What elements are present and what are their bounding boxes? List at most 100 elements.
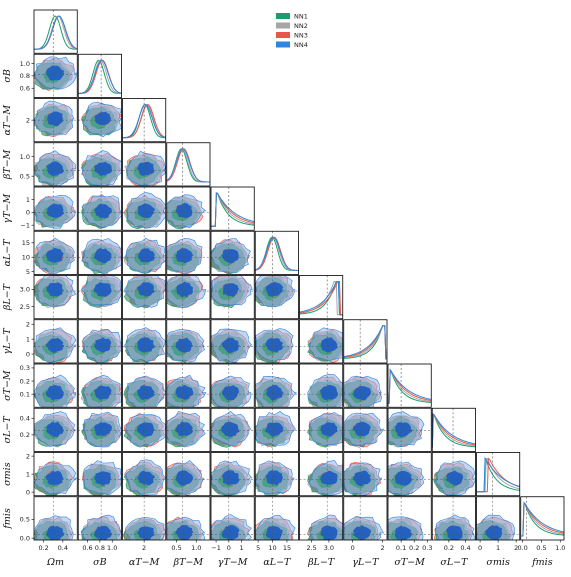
- marginal-curve-NN4: [476, 457, 520, 493]
- panel-frame: [210, 452, 255, 497]
- marginal-panel-8-8: [387, 363, 432, 408]
- marginal-curve-NN1: [34, 15, 78, 50]
- marginal-panel-11-11: [520, 496, 565, 541]
- marginal-curve-NN4: [432, 413, 476, 448]
- panel-frame: [299, 275, 344, 320]
- x-axis-label: σT−M: [394, 557, 425, 568]
- contour-panel-3-0: [33, 142, 78, 187]
- panel-frame: [33, 186, 78, 231]
- x-tick-label: 3.0: [324, 544, 334, 552]
- x-tick-label: 0.8: [95, 544, 105, 552]
- contour-panel-11-5: [254, 496, 299, 541]
- x-axis-label: γL−T: [352, 557, 379, 568]
- y-tick-label: 10: [22, 254, 30, 262]
- contour-panel-5-4: [210, 230, 255, 275]
- contour-panel-9-6: [299, 407, 344, 452]
- x-axis-label: Ωm: [46, 557, 64, 568]
- contour-panel-6-5: [254, 275, 299, 320]
- y-tick-label: −1: [20, 221, 30, 229]
- contour-panel-7-5: [254, 319, 299, 364]
- x-tick-label: 1.0: [555, 544, 565, 552]
- y-tick-label: 1.0: [20, 153, 30, 161]
- contour-inner-NN4: [353, 386, 371, 401]
- panel-frame: [431, 407, 476, 452]
- y-tick-label: 0.8: [20, 72, 30, 80]
- contour-inner-NN4: [138, 248, 155, 263]
- marginal-panel-4-4: [210, 186, 255, 231]
- panel-frame: [33, 275, 78, 320]
- contour-panel-10-9: [431, 452, 476, 497]
- panel-frame: [431, 496, 476, 541]
- x-tick-label: 0.4: [58, 544, 68, 552]
- y-tick-label: 0.1: [20, 390, 30, 398]
- panel-frame: [387, 496, 432, 541]
- marginal-panel-1-1: [77, 53, 122, 98]
- contour-panel-11-10: [476, 496, 521, 541]
- contour-inner-NN4: [394, 526, 412, 540]
- contour-inner-NN4: [46, 203, 64, 218]
- contour-inner-NN4: [320, 470, 338, 485]
- contour-panel-7-6: [299, 319, 344, 364]
- contour-inner-NN4: [221, 249, 239, 264]
- contour-inner-NN4: [94, 111, 112, 126]
- contour-panel-8-2: [122, 363, 167, 408]
- panel-frame: [77, 186, 122, 231]
- y-tick-label: 1: [26, 470, 30, 478]
- panel-frame: [122, 319, 167, 364]
- contour-inner-NN4: [266, 526, 283, 540]
- panel-frame: [254, 407, 299, 452]
- marginal-curve-NN4: [211, 192, 255, 227]
- panel-frame: [476, 452, 521, 497]
- contour-inner-NN4: [94, 471, 112, 486]
- x-axis-label: βL−T: [307, 557, 335, 568]
- contour-panel-1-0: [33, 53, 78, 98]
- y-axis-label: σL−T: [2, 416, 13, 444]
- panel-frame: [33, 363, 78, 408]
- contour-panel-8-3: [166, 363, 211, 408]
- x-tick-label: 0.3: [422, 544, 432, 552]
- contour-panel-2-1: [77, 98, 122, 143]
- contour-panel-11-4: [210, 496, 255, 541]
- marginal-panel-3-3: [166, 142, 211, 187]
- marginal-panel-7-7: [343, 319, 388, 364]
- contour-panel-6-2: [122, 275, 167, 320]
- contour-panel-11-7: [343, 496, 388, 541]
- y-tick-label: 0.2: [20, 377, 30, 385]
- marginal-curve-NN1: [388, 368, 432, 404]
- marginal-panel-2-2: [122, 98, 167, 143]
- contour-panel-9-0: [33, 407, 78, 452]
- contour-inner-NN4: [395, 422, 413, 437]
- contour-inner-NN4: [94, 203, 113, 219]
- contour-inner-NN4: [136, 161, 155, 176]
- contour-panel-9-2: [122, 407, 167, 452]
- contour-inner-NN4: [46, 161, 64, 176]
- contour-panel-6-4: [210, 275, 255, 320]
- contour-inner-NN4: [136, 526, 155, 540]
- panel-frame: [122, 363, 167, 408]
- panel-frame: [299, 496, 344, 541]
- contour-panel-6-0: [33, 275, 78, 320]
- contour-inner-NN4: [221, 385, 240, 401]
- contour-panel-8-4: [210, 363, 255, 408]
- x-axis-label: σB: [93, 557, 106, 568]
- contour-inner-NN4: [46, 282, 64, 297]
- contour-inner-NN4: [353, 525, 372, 540]
- y-tick-label: 0: [26, 350, 30, 358]
- contour-panel-6-3: [166, 275, 211, 320]
- marginal-curve-NN4: [166, 148, 210, 183]
- panel-frame: [254, 230, 299, 275]
- contour-inner-NN4: [46, 65, 65, 81]
- panel-frame: [210, 363, 255, 408]
- y-tick-label: 15: [22, 239, 30, 247]
- contour-panel-10-4: [210, 452, 255, 497]
- contour-inner-NN4: [175, 248, 194, 264]
- y-axis-label: βL−T: [2, 283, 13, 311]
- panel-frame: [210, 319, 255, 364]
- x-tick-label: 0: [227, 544, 231, 552]
- y-axis-label: σB: [2, 69, 13, 82]
- contour-panel-7-3: [166, 319, 211, 364]
- marginal-curve-NN3: [122, 104, 166, 139]
- x-tick-label: 2: [514, 544, 518, 552]
- y-tick-label: 0.3: [20, 364, 30, 372]
